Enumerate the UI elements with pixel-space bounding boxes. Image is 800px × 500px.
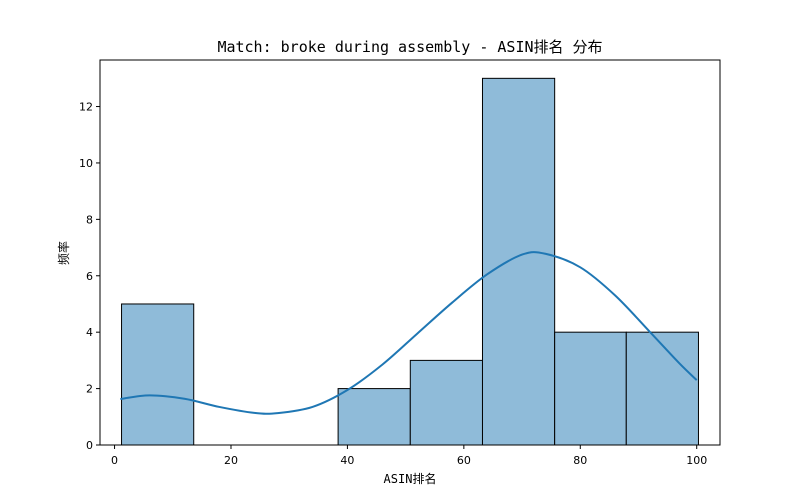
y-tick-label: 10 [79, 157, 93, 170]
histogram-bar-5 [481, 77, 556, 446]
y-tick-label: 6 [86, 270, 93, 283]
x-tick-label: 20 [224, 454, 238, 467]
histogram-bar-3 [337, 388, 411, 446]
axes-frame [99, 59, 721, 446]
kde-curve [120, 251, 698, 415]
y-tick-label: 8 [86, 213, 93, 226]
histogram-bars [121, 77, 699, 446]
histogram-bar-4 [409, 359, 483, 446]
chart-title: Match: broke during assembly - ASIN排名 分布 [217, 38, 602, 56]
x-axis-ticks: 0 20 40 60 80 100 [111, 445, 707, 467]
y-tick-label: 2 [86, 383, 93, 396]
x-tick-label: 80 [573, 454, 587, 467]
x-tick-label: 0 [111, 454, 118, 467]
plot-area [99, 59, 721, 446]
y-tick-label: 12 [79, 101, 93, 114]
y-axis-label: 频率 [56, 241, 71, 265]
y-tick-label: 0 [86, 439, 93, 452]
histogram-bar-6 [554, 331, 627, 446]
x-tick-label: 100 [686, 454, 707, 467]
y-tick-label: 4 [86, 326, 93, 339]
x-tick-label: 40 [340, 454, 354, 467]
y-axis-ticks: 0 2 4 6 8 10 12 [79, 101, 100, 452]
x-tick-label: 60 [457, 454, 471, 467]
histogram-bar-0 [121, 303, 195, 446]
x-axis-label: ASIN排名 [384, 471, 437, 486]
histogram-bar-7 [625, 331, 699, 446]
